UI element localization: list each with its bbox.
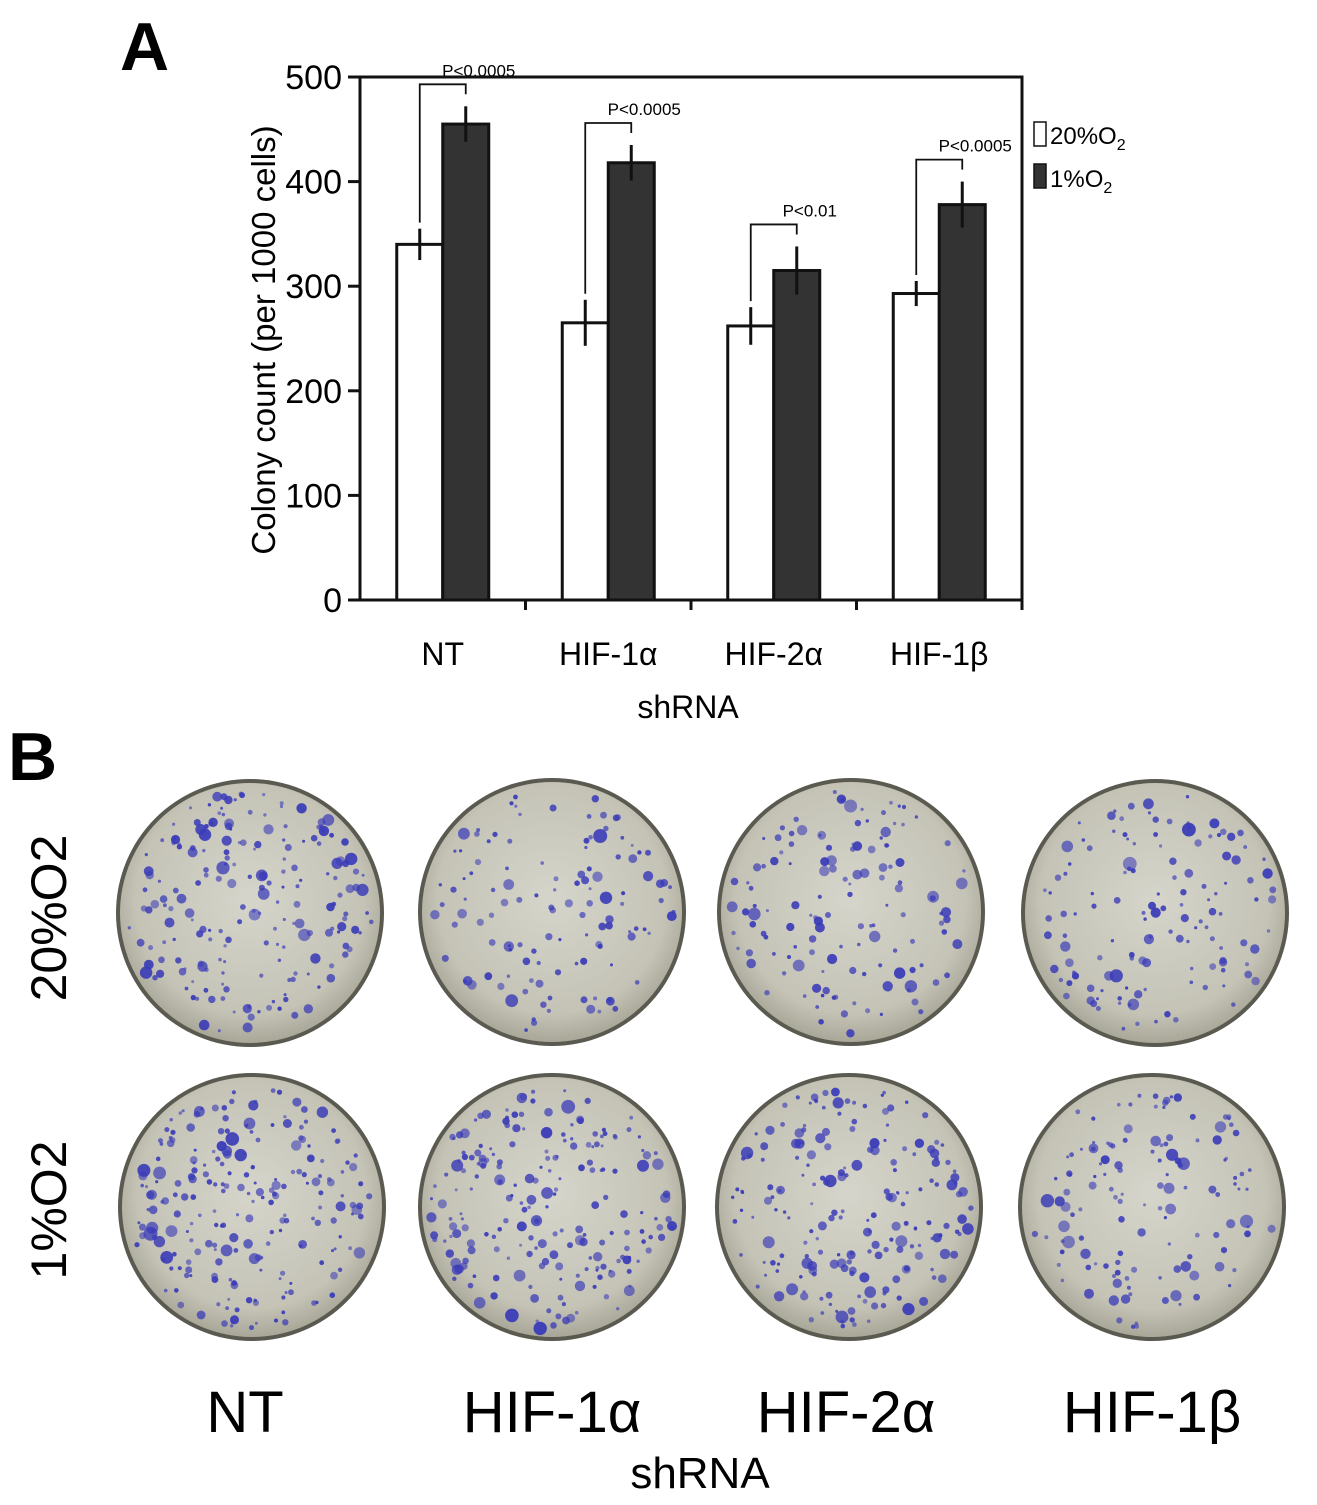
legend-swatch-20-o2 — [1033, 121, 1047, 147]
legend-item-20-o2: 20%O2 — [1033, 121, 1126, 154]
column-label-hif-1a: HIF-1α — [463, 1380, 642, 1445]
dish-1o2-hif-1a — [418, 1073, 686, 1341]
y-axis-label: Colony count (per 1000 cells) — [245, 125, 282, 554]
legend-label-20-o2: 20%O2 — [1050, 123, 1126, 154]
dish-medium — [422, 1077, 682, 1337]
dish-20o2-hif-1b — [1021, 779, 1289, 1047]
y-axis: 0 100 200 300 400 500 — [285, 59, 360, 620]
bar-hif-1a-1o2 — [606, 161, 656, 602]
legend-label-1-o2: 1%O2 — [1050, 166, 1112, 197]
panel-b-xlabel: shRNA — [630, 1449, 770, 1498]
column-label-hif-2a: HIF-2α — [757, 1380, 936, 1445]
dish-1o2-nt — [118, 1073, 386, 1341]
bar-hif-2a-1o2 — [772, 269, 822, 602]
bar-hif-1b-1o2 — [937, 203, 987, 602]
colony-dots — [127, 791, 374, 1033]
bracket-hif-2a — [749, 223, 798, 302]
row-label-20-o2: 20%O2 — [21, 835, 77, 1002]
bracket-hif-1b — [915, 158, 964, 275]
colony-dots — [731, 1087, 974, 1329]
panel-a-letter: A — [120, 9, 169, 85]
bracket-nt — [418, 83, 467, 223]
legend-item-1-o2: 1%O2 — [1033, 163, 1112, 197]
legend: 20%O2 1%O2 — [1033, 121, 1126, 197]
bar-nt-20o2 — [395, 242, 445, 602]
dish-grid — [116, 778, 1289, 1341]
y-tick-label-200: 200 — [285, 373, 342, 411]
dish-20o2-hif-2a — [717, 778, 985, 1046]
pvalue-hif-1a: P<0.0005 — [608, 100, 681, 119]
panel-b-letter: B — [8, 719, 57, 795]
dish-1o2-hif-1b — [1018, 1073, 1286, 1341]
error-bars — [418, 106, 964, 346]
dish-20o2-hif-1a — [418, 778, 686, 1046]
column-label-hif-1b: HIF-1β — [1063, 1380, 1241, 1445]
dish-20o2-nt — [116, 779, 384, 1047]
pvalue-hif-2a: P<0.01 — [783, 201, 837, 220]
column-label-nt: NT — [206, 1380, 283, 1445]
bar-hif-2a-20o2 — [726, 324, 776, 602]
dish-1o2-hif-2a — [715, 1073, 983, 1341]
x-axis-label: shRNA — [637, 689, 739, 725]
colony-dots — [726, 790, 968, 1038]
bracket-hif-1a — [584, 122, 633, 294]
bar-nt-1o2 — [441, 122, 491, 602]
y-tick-label-300: 300 — [285, 268, 342, 306]
colony-dots — [430, 794, 677, 1032]
row-label-1-o2: 1%O2 — [21, 1141, 77, 1280]
x-tick-label-hif-1b: HIF-1β — [890, 636, 988, 672]
colony-dots — [134, 1088, 373, 1331]
y-tick-label-0: 0 — [323, 582, 342, 620]
x-tick-label-hif-1a: HIF-1α — [559, 636, 658, 672]
colony-dots — [426, 1089, 677, 1336]
colony-dots — [1031, 1093, 1276, 1329]
bar-hif-1b-20o2 — [891, 292, 941, 602]
x-axis: NT HIF-1α HIF-2α HIF-1β — [421, 600, 1024, 672]
x-tick-label-hif-2a: HIF-2α — [725, 636, 824, 672]
y-tick-label-100: 100 — [285, 477, 342, 515]
bars — [395, 122, 987, 602]
dish-medium — [721, 782, 981, 1042]
x-tick-label-nt: NT — [421, 636, 464, 672]
pvalue-hif-1b: P<0.0005 — [939, 137, 1012, 156]
y-tick-label-400: 400 — [285, 164, 342, 202]
dish-medium — [719, 1077, 979, 1337]
colony-dots — [1043, 795, 1277, 1031]
legend-swatch-1-o2 — [1033, 163, 1047, 189]
bar-hif-1a-20o2 — [560, 321, 610, 602]
y-tick-label-500: 500 — [285, 59, 342, 97]
